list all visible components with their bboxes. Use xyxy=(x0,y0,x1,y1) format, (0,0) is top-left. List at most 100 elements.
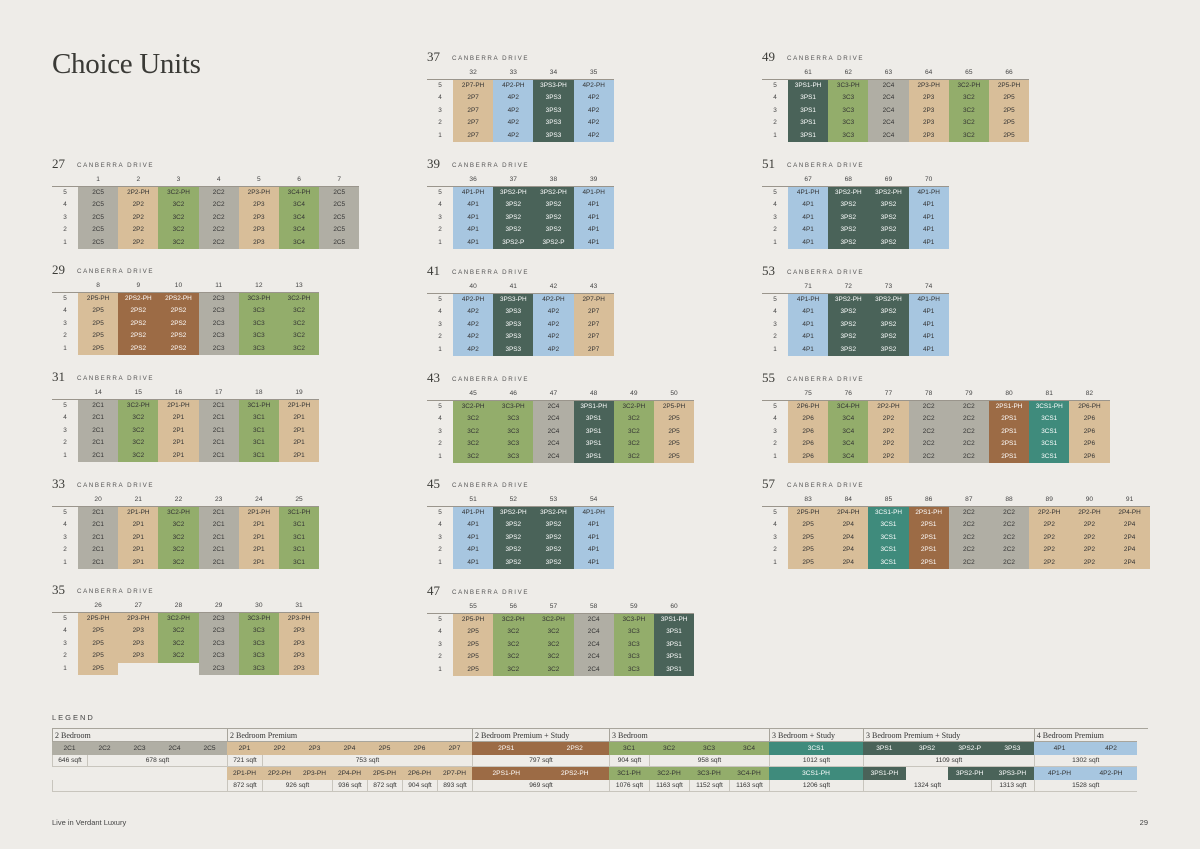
unit-cell[interactable]: 2P2-PH xyxy=(1069,507,1110,520)
unit-cell[interactable]: 2P5 xyxy=(78,317,119,331)
unit-cell[interactable]: 4P2 xyxy=(493,92,534,105)
unit-cell[interactable]: 4P1-PH xyxy=(908,187,949,200)
unit-cell[interactable]: 2PS2 xyxy=(158,342,199,355)
unit-cell[interactable]: 4P1 xyxy=(573,519,614,532)
unit-cell[interactable]: 2P7 xyxy=(573,306,614,319)
unit-cell[interactable]: 4P2-PH xyxy=(573,80,614,93)
unit-cell[interactable]: 3PS1 xyxy=(788,92,829,105)
unit-cell[interactable]: 4P1 xyxy=(788,224,829,237)
unit-cell[interactable]: 2C4 xyxy=(868,104,909,118)
unit-cell[interactable]: 2C2 xyxy=(908,401,949,414)
unit-cell[interactable]: 3C2 xyxy=(158,224,199,237)
unit-cell[interactable]: 3C3 xyxy=(828,104,869,118)
unit-cell[interactable]: 2C2 xyxy=(908,438,949,451)
unit-cell[interactable]: 3PS2-PH xyxy=(828,187,869,200)
unit-cell[interactable]: 2C2 xyxy=(948,413,989,426)
unit-cell[interactable]: 2P4 xyxy=(1109,531,1150,545)
unit-cell[interactable]: 3PS2-PH xyxy=(493,187,534,200)
unit-cell[interactable]: 3C2 xyxy=(118,424,159,438)
unit-cell[interactable]: 2P7 xyxy=(453,92,494,105)
unit-cell[interactable]: 4P1 xyxy=(788,236,829,249)
unit-cell[interactable]: 3C1 xyxy=(238,449,279,462)
unit-cell[interactable]: 2C3 xyxy=(198,342,239,355)
unit-cell[interactable]: 2P4 xyxy=(1109,544,1150,557)
unit-cell[interactable]: 3C2-PH xyxy=(158,507,199,520)
unit-cell[interactable]: 3PS2 xyxy=(533,531,574,545)
unit-cell[interactable]: 2C2 xyxy=(198,187,239,200)
unit-cell[interactable]: 3C3 xyxy=(238,662,279,675)
unit-cell[interactable]: 3PS2 xyxy=(493,211,534,225)
unit-cell[interactable]: 3PS2-PH xyxy=(868,294,909,307)
unit-cell[interactable]: 2C5 xyxy=(78,236,119,249)
unit-cell[interactable]: 2C2 xyxy=(908,450,949,463)
unit-cell[interactable]: 2C1 xyxy=(198,400,239,413)
unit-cell[interactable]: 3PS2 xyxy=(493,199,534,212)
unit-cell[interactable]: 3C2 xyxy=(613,438,654,451)
unit-cell[interactable]: 3PS1-PH xyxy=(653,614,695,627)
unit-cell[interactable]: 4P2 xyxy=(573,117,614,130)
unit-cell[interactable]: 4P1-PH xyxy=(453,187,494,200)
unit-cell[interactable]: 3C3 xyxy=(238,625,279,638)
unit-cell[interactable]: 3PS1 xyxy=(573,413,614,426)
unit-cell[interactable]: 4P2 xyxy=(573,104,614,118)
unit-cell[interactable]: 2P6-PH xyxy=(788,401,829,414)
unit-cell[interactable]: 3PS2 xyxy=(493,519,534,532)
unit-cell[interactable]: 2C2 xyxy=(908,413,949,426)
unit-cell[interactable]: 2C1 xyxy=(78,437,119,450)
unit-cell[interactable]: 4P1 xyxy=(788,318,829,332)
unit-cell[interactable]: 3C2 xyxy=(533,638,574,652)
unit-cell[interactable]: 2PS2 xyxy=(158,330,199,343)
unit-cell[interactable]: 3PS2 xyxy=(493,224,534,237)
unit-cell[interactable]: 2PS2-PH xyxy=(158,293,199,306)
unit-cell[interactable]: 3C2 xyxy=(158,211,199,225)
unit-cell[interactable]: 3PS2 xyxy=(868,318,909,332)
unit-cell[interactable]: 3PS2 xyxy=(828,318,869,332)
unit-cell[interactable]: 2C4 xyxy=(573,614,614,627)
unit-cell[interactable]: 3C2 xyxy=(948,92,989,105)
unit-cell[interactable]: 2P5 xyxy=(788,531,829,545)
unit-cell[interactable]: 2P5 xyxy=(78,305,119,318)
unit-cell[interactable]: 2C4 xyxy=(573,638,614,652)
unit-cell[interactable]: 3C4 xyxy=(828,413,869,426)
unit-cell[interactable]: 4P1-PH xyxy=(453,507,494,520)
unit-cell[interactable]: 4P1 xyxy=(573,224,614,237)
unit-cell[interactable]: 3C3 xyxy=(613,663,654,676)
unit-cell[interactable]: 3PS3 xyxy=(533,104,574,118)
unit-cell[interactable]: 2PS1-PH xyxy=(988,401,1030,414)
unit-cell[interactable]: 2C1 xyxy=(78,412,119,425)
unit-cell[interactable]: 4P1 xyxy=(573,236,614,249)
unit-cell[interactable]: 3C3 xyxy=(493,425,534,439)
unit-cell[interactable]: 2P1 xyxy=(238,531,279,545)
unit-cell[interactable]: 3CS1 xyxy=(1029,438,1070,451)
unit-cell[interactable]: 3PS1 xyxy=(573,450,614,463)
unit-cell[interactable]: 2C1 xyxy=(198,544,239,557)
unit-cell[interactable]: 3C4 xyxy=(278,199,320,212)
unit-cell[interactable]: 4P1 xyxy=(453,236,494,249)
unit-cell[interactable]: 2PS1 xyxy=(908,531,949,545)
unit-cell[interactable]: 2P1 xyxy=(278,412,320,425)
unit-cell[interactable]: 2P2-PH xyxy=(868,401,909,414)
unit-cell[interactable]: 4P2 xyxy=(573,129,614,142)
unit-cell[interactable]: 2P5 xyxy=(453,626,494,639)
unit-cell[interactable]: 2P4-PH xyxy=(1109,507,1150,520)
unit-cell[interactable]: 3PS2 xyxy=(493,544,534,557)
unit-cell[interactable]: 3C2-PH xyxy=(158,187,199,200)
unit-cell[interactable]: 3PS2 xyxy=(533,211,574,225)
unit-cell[interactable]: 2C1 xyxy=(78,400,119,413)
unit-cell[interactable]: 3C2 xyxy=(118,412,159,425)
unit-cell[interactable]: 2P7 xyxy=(573,331,614,344)
unit-cell[interactable]: 3C3 xyxy=(493,413,534,426)
unit-cell[interactable]: 3PS2 xyxy=(828,306,869,319)
unit-cell[interactable]: 3C2 xyxy=(453,438,494,451)
unit-cell[interactable]: 3PS2 xyxy=(493,531,534,545)
unit-cell[interactable]: 2PS2 xyxy=(118,305,159,318)
unit-cell[interactable]: 4P2-PH xyxy=(493,80,534,93)
unit-cell[interactable]: 2P5 xyxy=(788,544,829,557)
unit-cell[interactable]: 4P2 xyxy=(573,92,614,105)
unit-cell[interactable]: 2P1 xyxy=(238,556,279,569)
unit-cell[interactable]: 2P6 xyxy=(1069,425,1110,439)
unit-cell[interactable]: 2C3 xyxy=(198,637,239,651)
unit-cell[interactable]: 3PS2 xyxy=(828,211,869,225)
unit-cell[interactable]: 2P3-PH xyxy=(278,613,320,626)
unit-cell[interactable]: 2P5 xyxy=(653,450,695,463)
